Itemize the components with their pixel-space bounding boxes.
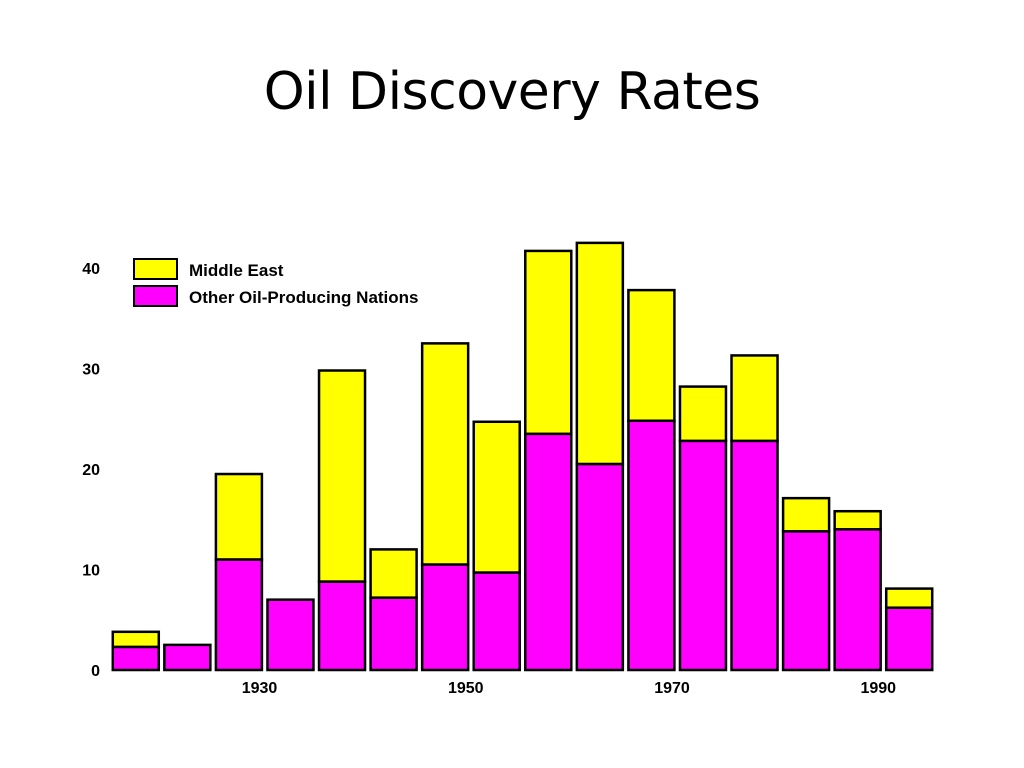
bar-segment-middle-east [627,288,676,423]
y-tick-label: 20 [82,462,100,479]
legend: Middle East Other Oil-Producing Nations [133,258,419,307]
y-axis: 0 10 20 30 40 [82,261,100,680]
bar-stack [369,548,418,672]
bar-stack [575,241,625,672]
x-tick-label: 1950 [448,680,484,697]
x-tick-label: 1970 [654,680,690,697]
x-axis: 1930 1950 1970 1990 [242,680,896,697]
slide-title: Oil Discovery Rates [263,62,761,122]
bar-stack [730,354,779,672]
bar-stack [266,598,315,672]
x-tick-label: 1990 [860,680,896,697]
bar-segment-middle-east [369,548,418,599]
bar-stack [420,342,470,672]
bar-stack [884,587,934,672]
bar-segment-other-nations [781,530,831,672]
bar-segment-other-nations [472,571,521,672]
bar-segment-other-nations [730,439,779,672]
bar-segment-other-nations [678,439,728,672]
y-tick-label: 0 [91,663,100,680]
bar-segment-middle-east [730,354,779,443]
bars [111,241,934,672]
legend-swatch [133,258,178,280]
bar-stack [214,472,264,672]
y-tick-label: 30 [82,362,100,379]
legend-label: Middle East [189,261,284,280]
bar-segment-other-nations [575,462,625,672]
y-tick-label: 10 [82,563,100,580]
bar-segment-middle-east [524,249,573,436]
bar-segment-other-nations [266,598,315,672]
bar-segment-middle-east [884,587,934,609]
bar-segment-other-nations [111,645,161,672]
bar-stack [781,496,831,672]
x-tick-label: 1930 [242,680,278,697]
bar-stack [833,509,882,672]
bar-segment-middle-east [317,369,367,583]
bar-segment-middle-east [678,385,728,443]
bar-segment-other-nations [833,528,882,672]
bar-segment-other-nations [884,606,934,672]
bar-segment-other-nations [317,580,367,672]
bar-segment-middle-east [420,342,470,566]
bar-segment-middle-east [111,630,161,649]
bar-stack [472,420,521,672]
bar-segment-middle-east [575,241,625,466]
legend-swatch [133,285,178,307]
bar-stack [524,249,573,672]
bar-segment-middle-east [214,472,264,561]
bar-stack [317,369,367,672]
bar-segment-middle-east [781,496,831,533]
bar-segment-other-nations [627,419,676,672]
bar-segment-other-nations [163,643,212,672]
bar-stack [678,385,728,672]
legend-label: Other Oil-Producing Nations [189,288,419,307]
bar-stack [627,288,676,672]
bar-segment-other-nations [369,596,418,672]
bar-segment-other-nations [420,563,470,672]
bar-stack [163,643,212,672]
bar-segment-middle-east [833,509,882,531]
bar-stack [111,630,161,672]
bar-segment-other-nations [524,432,573,672]
y-tick-label: 40 [82,261,100,278]
bar-segment-middle-east [472,420,521,574]
bar-segment-other-nations [214,558,264,672]
